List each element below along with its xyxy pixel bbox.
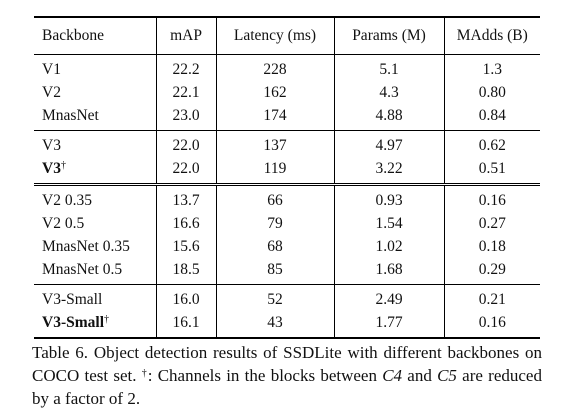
latency-cell: 228 (215, 54, 334, 81)
backbone-name: V1 (42, 61, 61, 78)
madds-cell: 1.3 (443, 54, 540, 81)
table-row: MnasNet 0.5 18.5 85 1.68 0.29 (34, 258, 540, 285)
table-group: V3-Small 16.0 52 2.49 0.21 V3-Small† 16.1 43 1.7… (34, 284, 540, 338)
map-cell: 22.1 (155, 81, 216, 104)
params-cell: 1.77 (333, 311, 444, 338)
backbone-name: V2 (42, 84, 61, 101)
backbone-cell: V3 (34, 131, 156, 158)
map-cell: 16.0 (155, 284, 216, 311)
madds-cell: 0.21 (443, 284, 540, 311)
madds-cell: 0.84 (443, 104, 540, 131)
backbone-cell: MnasNet 0.35 (34, 235, 156, 258)
madds-cell: 0.16 (443, 184, 540, 212)
madds-cell: 0.16 (443, 311, 540, 338)
latency-cell: 85 (215, 258, 334, 285)
table-group: V1 22.2 228 5.1 1.3 V2 22.1 162 4.3 0.80 MnasNet 23… (34, 54, 540, 131)
latency-cell: 162 (215, 81, 334, 104)
backbone-name: MnasNet 0.5 (42, 261, 123, 278)
params-cell: 1.54 (333, 212, 444, 235)
caption-text-4: are reduced by a factor of 2. (32, 366, 542, 408)
table-caption: Table 6. Object detection results of SSD… (32, 341, 542, 410)
backbone-name: MnasNet (42, 107, 99, 124)
backbone-name: V3 (42, 160, 61, 177)
backbone-name: V3-Small (42, 291, 103, 308)
table-row: MnasNet 23.0 174 4.88 0.84 (34, 104, 540, 131)
latency-cell: 52 (215, 284, 334, 311)
madds-cell: 0.51 (443, 157, 540, 185)
results-table: Backbone mAP Latency (ms) Params (M) MAd… (34, 16, 540, 339)
backbone-cell: V3† (34, 157, 156, 185)
backbone-cell: MnasNet (34, 104, 156, 131)
backbone-cell: V3-Small† (34, 311, 156, 338)
backbone-cell: MnasNet 0.5 (34, 258, 156, 285)
latency-cell: 174 (215, 104, 334, 131)
header-backbone: Backbone (34, 17, 156, 55)
params-cell: 0.93 (333, 184, 444, 212)
map-cell: 18.5 (155, 258, 216, 285)
math-c5: C5 (437, 366, 457, 385)
map-cell: 15.6 (155, 235, 216, 258)
dagger-mark: † (141, 368, 148, 379)
map-cell: 16.6 (155, 212, 216, 235)
table-row: V3-Small 16.0 52 2.49 0.21 (34, 284, 540, 312)
caption-text: Table 6. Object detection results of SSD… (32, 343, 542, 385)
header-map: mAP (155, 17, 216, 55)
backbone-cell: V2 (34, 81, 156, 104)
backbone-cell: V2 0.35 (34, 185, 156, 213)
table-row: V3 22.0 137 4.97 0.62 (34, 130, 540, 158)
madds-cell: 0.80 (443, 81, 540, 104)
backbone-name: V2 0.35 (42, 192, 92, 209)
table-row: V2 0.35 13.7 66 0.93 0.16 (34, 184, 540, 213)
math-c4: C4 (382, 366, 403, 385)
madds-cell: 0.27 (443, 212, 540, 235)
dagger-mark: † (60, 160, 66, 171)
map-cell: 22.2 (155, 54, 216, 81)
madds-cell: 0.62 (443, 130, 540, 157)
dagger-mark: † (104, 314, 109, 325)
backbone-name: MnasNet 0.35 (42, 238, 130, 255)
table-row: MnasNet 0.35 15.6 68 1.02 0.18 (34, 235, 540, 258)
params-cell: 4.88 (333, 104, 444, 131)
backbone-name: V2 0.5 (42, 215, 85, 232)
backbone-name: V3-Small (42, 314, 104, 331)
params-cell: 5.1 (333, 54, 444, 81)
latency-cell: 68 (215, 235, 334, 258)
map-cell: 23.0 (155, 104, 216, 131)
table-row: V3† 22.0 119 3.22 0.51 (34, 157, 540, 185)
madds-cell: 0.18 (443, 235, 540, 258)
header-params: Params (M) (333, 17, 444, 55)
params-cell: 4.3 (333, 81, 444, 104)
map-cell: 22.0 (155, 130, 216, 157)
madds-cell: 0.29 (443, 258, 540, 285)
table-group: V3 22.0 137 4.97 0.62 V3† 22.0 119 3.22 0.51 (34, 130, 540, 185)
map-cell: 16.1 (155, 311, 216, 338)
params-cell: 1.02 (333, 235, 444, 258)
caption-text-2: : Channels in the blocks between (147, 366, 383, 385)
header-madds: MAdds (B) (443, 17, 540, 55)
backbone-cell: V2 0.5 (34, 212, 156, 235)
params-cell: 1.68 (333, 258, 444, 285)
header-latency: Latency (ms) (215, 17, 334, 55)
backbone-cell: V3-Small (34, 285, 156, 312)
table-row: V2 22.1 162 4.3 0.80 (34, 81, 540, 104)
params-cell: 3.22 (333, 157, 444, 185)
latency-cell: 137 (215, 130, 334, 157)
table-row: V3-Small† 16.1 43 1.77 0.16 (34, 311, 540, 338)
backbone-name: V3 (42, 137, 61, 154)
table-row: V1 22.2 228 5.1 1.3 (34, 54, 540, 82)
table-row: V2 0.5 16.6 79 1.54 0.27 (34, 212, 540, 235)
map-cell: 13.7 (155, 184, 216, 212)
caption-text-3: and (402, 366, 438, 385)
params-cell: 2.49 (333, 284, 444, 311)
latency-cell: 79 (215, 212, 334, 235)
latency-cell: 119 (215, 157, 334, 185)
latency-cell: 43 (215, 311, 334, 338)
params-cell: 4.97 (333, 130, 444, 157)
backbone-cell: V1 (34, 55, 156, 82)
table-group: V2 0.35 13.7 66 0.93 0.16 V2 0.5 16.6 79 1.54 0.2… (34, 184, 540, 285)
latency-cell: 66 (215, 184, 334, 212)
map-cell: 22.0 (155, 157, 216, 185)
header-row: Backbone mAP Latency (ms) Params (M) MAd… (34, 17, 540, 55)
